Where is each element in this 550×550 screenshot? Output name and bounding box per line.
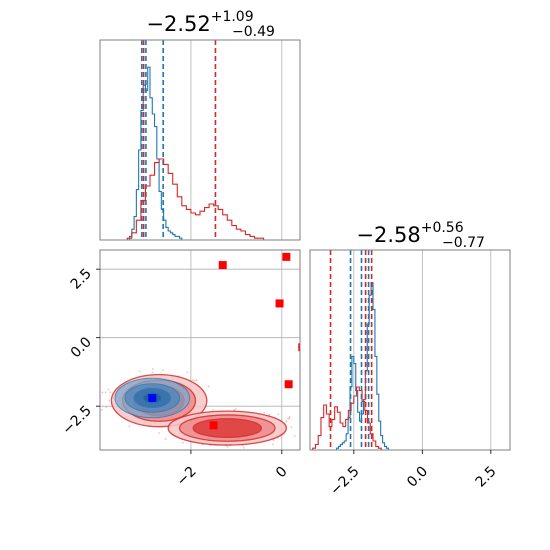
marginal-x-panel: −2.52+1.09 −0.49: [99, 9, 301, 241]
sample-point: [195, 379, 198, 382]
histogram-series-1: [126, 158, 269, 240]
red-contour-1: [192, 418, 263, 439]
sample-point: [109, 391, 112, 394]
marginal-y-title-value: −2.58: [356, 223, 420, 247]
sample-point: [242, 446, 245, 449]
y-tick-label: 0.0: [68, 334, 95, 361]
sample-point: [164, 438, 167, 440]
sample-point: [201, 443, 204, 446]
sample-point: [128, 425, 131, 428]
x-tick-label: 2.5: [473, 464, 500, 491]
marginal-x-title-lower: −0.49: [232, 24, 275, 40]
joint-frame: [99, 249, 301, 451]
sample-point: [193, 379, 196, 382]
marginal-y-title-upper: +0.56: [421, 220, 464, 236]
sample-point: [287, 417, 290, 420]
sample-point: [233, 409, 236, 411]
marginal-x-histograms: [126, 40, 269, 240]
marginal-x-title-upper: +1.09: [211, 9, 254, 25]
marginal-x-title-value: −2.52: [146, 12, 210, 36]
sample-point: [101, 391, 104, 394]
sample-point: [285, 420, 288, 423]
sample-point: [263, 411, 266, 414]
red-marker: [298, 343, 300, 352]
sample-point: [288, 415, 291, 418]
sample-point: [272, 443, 274, 446]
red-marker: [284, 380, 293, 389]
marginal-y-title-lower: −0.77: [442, 235, 485, 251]
marginal-y-grid: [353, 250, 492, 450]
marginal-x-background: [100, 40, 300, 240]
marginal-x-frame: [99, 39, 301, 241]
red-marker: [218, 261, 227, 270]
y-tick-label: −2.5: [59, 403, 94, 438]
joint-panel: −2 0 2.5 0.0 −2.5: [59, 249, 301, 490]
sample-point: [277, 413, 280, 416]
sample-point: [162, 369, 164, 372]
sample-point: [288, 417, 291, 420]
histogram-series-0: [127, 66, 185, 240]
marginal-y-title: −2.58+0.56: [356, 220, 463, 247]
sample-point: [152, 368, 154, 370]
sample-point: [207, 385, 210, 388]
histogram-series-1: [310, 386, 384, 450]
x-tick-label: −2.5: [327, 464, 362, 499]
marginal-x-title: −2.52+1.09: [146, 9, 253, 36]
marginal-y-panel: −2.5 0.0 2.5 −2.58+0.56 −0.77: [309, 220, 511, 499]
sample-point: [293, 434, 296, 437]
sample-point: [191, 379, 194, 381]
x-tick-label: −2: [174, 464, 200, 490]
x-tick-label: 0.0: [404, 464, 431, 491]
histogram-series-0: [334, 282, 391, 450]
sample-point: [181, 441, 184, 444]
sample-point: [212, 408, 215, 411]
red-marker: [275, 299, 284, 308]
joint-density: [101, 252, 300, 449]
sample-point: [158, 432, 161, 434]
sample-point: [107, 388, 110, 391]
sample-point: [101, 408, 103, 411]
marginal-y-background: [310, 250, 510, 450]
sample-point: [272, 439, 275, 442]
x-tick-label: 0: [273, 464, 291, 482]
sample-point: [151, 371, 154, 374]
marginal-y-ticks: −2.5 0.0 2.5: [327, 450, 500, 499]
sample-point: [138, 370, 141, 373]
sample-point: [226, 445, 229, 448]
blue-marker: [148, 393, 157, 402]
sample-point: [108, 399, 110, 402]
red-marker: [282, 252, 291, 261]
sample-point: [104, 391, 107, 394]
red-marker: [209, 421, 218, 430]
marginal-x-grid: [190, 40, 283, 240]
marginal-y-frame: [309, 249, 511, 451]
marginal-y-histograms: [310, 250, 391, 450]
y-tick-label: 2.5: [68, 266, 95, 293]
sample-point: [105, 406, 108, 409]
sample-point: [290, 426, 293, 429]
sample-point: [186, 371, 189, 374]
sample-point: [234, 407, 237, 410]
